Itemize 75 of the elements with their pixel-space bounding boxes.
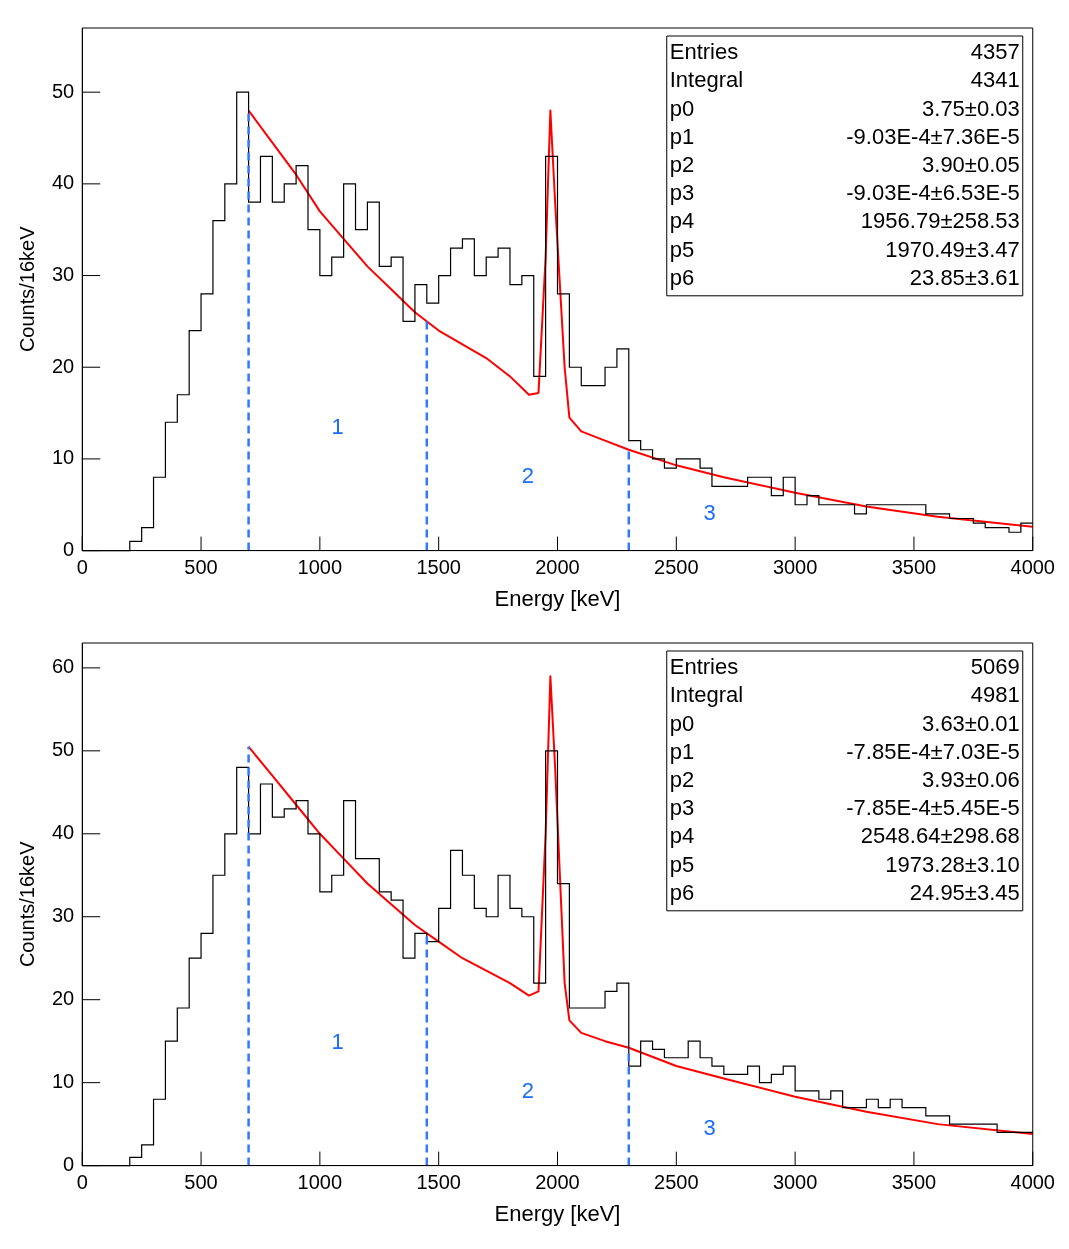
annotation: 3.63±0.01 bbox=[922, 710, 1020, 736]
annotation: p4 bbox=[669, 823, 695, 849]
y-tick-label: 0 bbox=[63, 1153, 75, 1176]
y-tick-label: 50 bbox=[52, 738, 75, 761]
y-tick-label: 30 bbox=[52, 904, 75, 927]
annotation: 24.95±3.45 bbox=[909, 879, 1020, 905]
y-tick-label: 60 bbox=[52, 655, 75, 678]
annotation: 2 bbox=[521, 463, 534, 489]
annotation: 5069 bbox=[970, 654, 1020, 680]
annotation: Integral bbox=[669, 682, 744, 708]
annotation: -7.85E-4±5.45E-5 bbox=[846, 795, 1020, 821]
y-axis-title: Counts/16keV bbox=[15, 840, 38, 968]
annotation: 3 bbox=[703, 500, 716, 526]
annotation: p1 bbox=[669, 123, 695, 149]
annotation: 4357 bbox=[970, 39, 1020, 65]
annotation: 4341 bbox=[970, 67, 1020, 93]
x-tick-label: 2000 bbox=[535, 556, 580, 579]
annotation: Entries bbox=[669, 654, 739, 680]
annotation: p5 bbox=[669, 851, 695, 877]
x-tick-label: 3500 bbox=[891, 556, 937, 579]
annotation: 23.85±3.61 bbox=[909, 264, 1020, 290]
annotation: 1 bbox=[331, 413, 344, 439]
x-tick-label: 2500 bbox=[654, 556, 699, 579]
annotation: 1956.79±258.53 bbox=[860, 208, 1020, 234]
annotation: -7.85E-4±7.03E-5 bbox=[846, 738, 1020, 764]
x-tick-label: 1000 bbox=[297, 1171, 343, 1194]
y-tick-label: 40 bbox=[52, 171, 75, 194]
y-tick-label: 30 bbox=[52, 263, 75, 286]
annotation: 2 bbox=[521, 1078, 534, 1104]
annotation: p6 bbox=[669, 264, 695, 290]
annotation: p0 bbox=[669, 95, 695, 121]
annotation: p5 bbox=[669, 236, 695, 262]
annotation: p2 bbox=[669, 766, 695, 792]
annotation: p4 bbox=[669, 208, 695, 234]
y-tick-label: 10 bbox=[52, 446, 75, 469]
x-tick-label: 1500 bbox=[416, 556, 461, 579]
annotation: p6 bbox=[669, 879, 695, 905]
annotation: 1 bbox=[331, 1028, 344, 1054]
y-tick-label: 40 bbox=[52, 821, 75, 844]
y-axis-title: Counts/16keV bbox=[15, 225, 38, 353]
annotation: -9.03E-4±7.36E-5 bbox=[846, 123, 1020, 149]
y-tick-label: 0 bbox=[63, 538, 75, 561]
x-axis-title: Energy [keV] bbox=[494, 585, 621, 611]
annotation: 3.75±0.03 bbox=[922, 95, 1020, 121]
y-tick-label: 20 bbox=[52, 987, 75, 1010]
x-tick-label: 1500 bbox=[416, 1171, 461, 1194]
annotation: 3.93±0.06 bbox=[922, 766, 1020, 792]
annotation: p3 bbox=[669, 180, 695, 206]
annotation: p0 bbox=[669, 710, 695, 736]
annotation: 4981 bbox=[970, 682, 1020, 708]
annotation: 2548.64±298.68 bbox=[860, 823, 1020, 849]
annotation: p3 bbox=[669, 795, 695, 821]
x-axis-title: Energy [keV] bbox=[494, 1200, 621, 1226]
x-tick-label: 3000 bbox=[772, 1171, 818, 1194]
x-tick-label: 4000 bbox=[1010, 1171, 1055, 1194]
x-tick-label: 2500 bbox=[654, 1171, 699, 1194]
y-tick-label: 50 bbox=[52, 79, 75, 102]
x-tick-label: 500 bbox=[184, 556, 218, 579]
y-tick-label: 10 bbox=[52, 1070, 75, 1093]
annotation: 3 bbox=[703, 1115, 716, 1141]
x-tick-label: 500 bbox=[184, 1171, 218, 1194]
x-tick-label: 4000 bbox=[1010, 556, 1055, 579]
annotation: Entries bbox=[669, 39, 739, 65]
annotation: Integral bbox=[669, 67, 744, 93]
annotation: p1 bbox=[669, 738, 695, 764]
x-tick-label: 1000 bbox=[297, 556, 343, 579]
y-tick-label: 20 bbox=[52, 354, 75, 377]
x-tick-label: 2000 bbox=[535, 1171, 580, 1194]
x-tick-label: 3500 bbox=[891, 1171, 937, 1194]
annotation: p2 bbox=[669, 151, 695, 177]
annotation: 1970.49±3.47 bbox=[885, 236, 1020, 262]
annotation: 1973.28±3.10 bbox=[885, 851, 1020, 877]
x-tick-label: 3000 bbox=[772, 556, 818, 579]
annotation: -9.03E-4±6.53E-5 bbox=[846, 180, 1020, 206]
annotation: 3.90±0.05 bbox=[922, 151, 1020, 177]
